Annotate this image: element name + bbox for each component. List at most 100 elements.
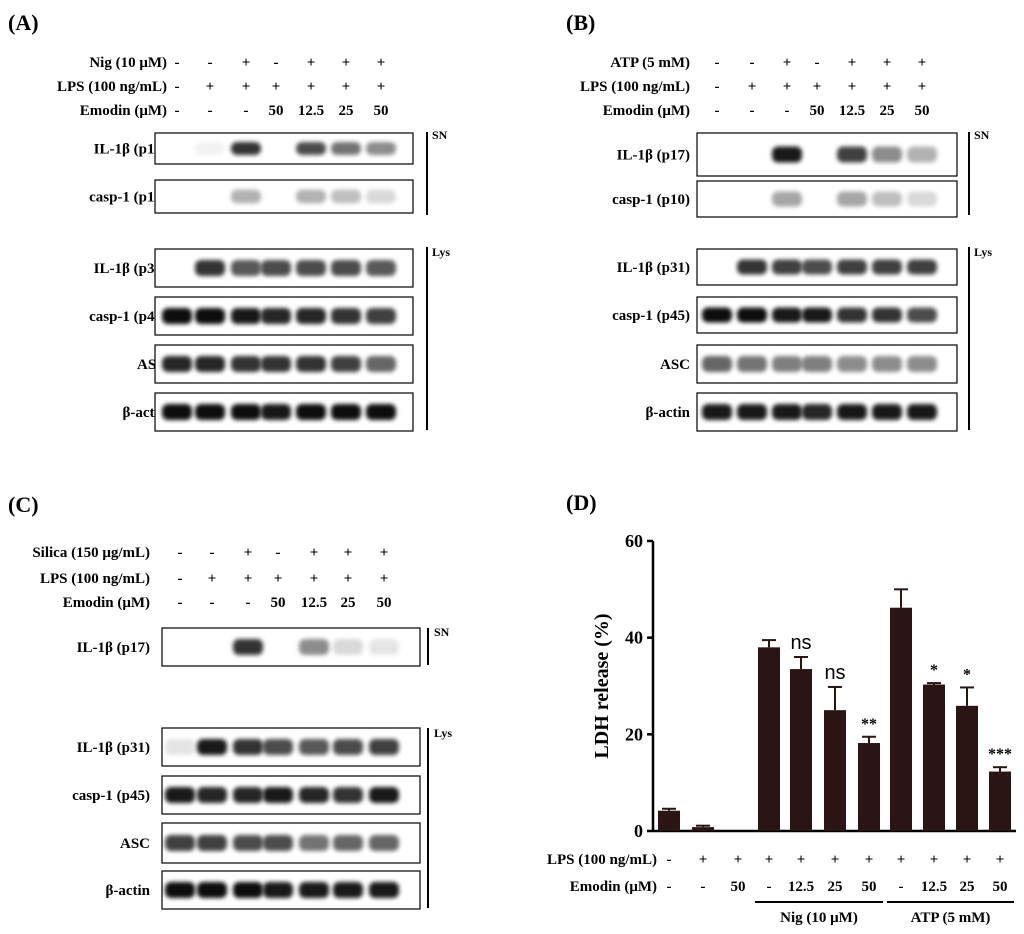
panel-label: (A) — [8, 10, 39, 35]
blot-row: β-actin — [122, 392, 414, 432]
lane-value: - — [701, 879, 706, 895]
blot-row: IL-1β (p31) — [94, 248, 414, 288]
blot-row: β-actin — [645, 392, 958, 432]
lane-value: - — [175, 55, 180, 71]
blot-band — [233, 882, 263, 898]
lane-value: 50 — [377, 595, 392, 611]
treatment-label: LPS (100 ng/mL) — [40, 571, 150, 587]
blot-band — [195, 356, 225, 372]
significance-label: ns — [824, 662, 845, 684]
blot-band — [737, 404, 767, 420]
blot-label: casp-1 (p45) — [89, 309, 167, 325]
lane-value: + — [783, 79, 792, 95]
blot-band — [837, 191, 867, 207]
panel-label: (B) — [566, 10, 595, 35]
blot-band — [772, 259, 802, 275]
blot-band — [162, 404, 192, 420]
lane-value: + — [342, 79, 351, 95]
blot-label: IL-1β (p31) — [94, 261, 167, 277]
lane-value: - — [178, 595, 183, 611]
blot-label: ASC — [120, 836, 150, 852]
blot-band — [331, 189, 361, 204]
lane-value: 50 — [731, 879, 746, 895]
lane-value: 25 — [880, 103, 895, 119]
blot-band — [837, 404, 867, 420]
lane-value: - — [715, 103, 720, 119]
treatment-label: LPS (100 ng/mL) — [547, 852, 657, 868]
significance-label: ** — [861, 716, 877, 733]
blot-band — [872, 307, 902, 323]
lane-value: 25 — [339, 103, 354, 119]
lane-value: 50 — [374, 103, 389, 119]
blot-band — [261, 308, 291, 324]
blot-band — [263, 835, 293, 851]
lane-value: + — [865, 852, 874, 868]
blot-band — [195, 308, 225, 324]
blot-row: IL-1β (p31) — [617, 248, 958, 286]
blot-label: ASC — [660, 357, 690, 373]
bar — [923, 684, 945, 831]
lane-value: 50 — [269, 103, 284, 119]
lane-value: + — [310, 545, 319, 561]
lane-value: 12.5 — [921, 879, 947, 895]
fraction-label: Lys — [974, 245, 992, 259]
blot-band — [263, 739, 293, 755]
blot-band — [802, 307, 832, 323]
blot-band — [366, 308, 396, 324]
lane-value: + — [342, 55, 351, 71]
blot-band — [702, 307, 732, 323]
treatment-label: ATP (5 mM) — [610, 55, 690, 71]
lane-value: + — [783, 55, 792, 71]
blot-label: casp-1 (p10) — [89, 190, 167, 206]
lane-value: - — [175, 79, 180, 95]
blot-band — [233, 787, 263, 803]
blot-band — [837, 259, 867, 275]
blot-band — [907, 259, 937, 275]
lane-value: 50 — [915, 103, 930, 119]
lane-value: + — [963, 852, 972, 868]
lane-value: - — [178, 545, 183, 561]
lane-value: - — [815, 55, 820, 71]
lane-value: + — [244, 571, 253, 587]
lane-value: - — [208, 103, 213, 119]
lane-value: + — [883, 55, 892, 71]
lane-value: + — [380, 571, 389, 587]
blot-band — [872, 146, 902, 163]
lane-value: - — [276, 545, 281, 561]
lane-value: - — [715, 79, 720, 95]
blot-band — [702, 404, 732, 420]
blot-band — [197, 739, 227, 755]
blot-label: casp-1 (p45) — [612, 308, 690, 324]
blot-label: IL-1β (p17) — [617, 148, 690, 164]
lane-value: - — [274, 55, 279, 71]
lane-value: + — [242, 55, 251, 71]
lane-value: - — [208, 55, 213, 71]
blot-panel-c: (C) Silica (150 μg/mL) - - + - + + + LPS (100 ng/… — [8, 492, 452, 910]
lane-value: - — [750, 55, 755, 71]
blot-band — [296, 260, 326, 276]
blot-band — [772, 307, 802, 323]
blot-band — [263, 882, 293, 898]
blot-label: β-actin — [105, 883, 150, 899]
blot-band — [296, 356, 326, 372]
blot-band — [702, 356, 732, 372]
blot-band — [366, 141, 396, 156]
fraction-label: SN — [432, 128, 448, 142]
blot-label: casp-1 (p45) — [72, 788, 150, 804]
blot-band — [331, 308, 361, 324]
lane-value: + — [748, 79, 757, 95]
bar — [890, 607, 912, 831]
blot-row: casp-1 (p45) — [612, 296, 958, 334]
blot-row: ASC — [120, 822, 421, 864]
blot-row: casp-1 (p10) — [89, 179, 414, 214]
blot-band — [907, 356, 937, 372]
bar — [790, 669, 812, 831]
blot-band — [737, 307, 767, 323]
blot-band — [165, 739, 195, 755]
lane-value: 50 — [271, 595, 286, 611]
lane-value: + — [699, 852, 708, 868]
blot-band — [837, 356, 867, 372]
lane-value: 12.5 — [298, 103, 324, 119]
treatment-label: Emodin (μM) — [80, 103, 167, 119]
